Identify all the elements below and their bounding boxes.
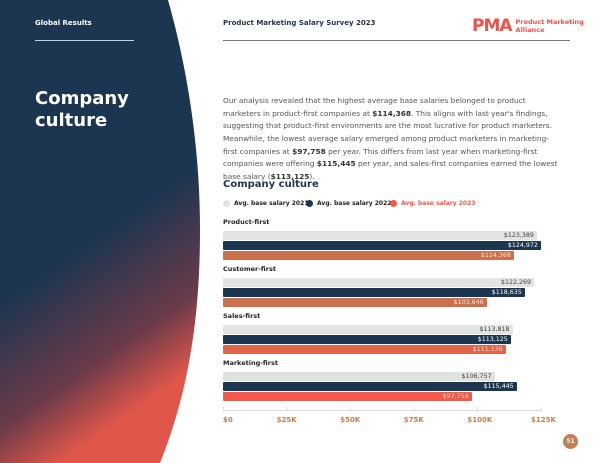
bar: $118,635 — [223, 288, 525, 297]
bar-value-label: $106,757 — [461, 373, 492, 380]
bar-value-label: $118,635 — [491, 289, 522, 296]
bar-value-label: $122,269 — [501, 279, 532, 286]
category-label: Sales-first — [223, 312, 261, 320]
bar: $114,368 — [223, 251, 514, 260]
bar: $106,757 — [223, 372, 495, 381]
tick-label: $50K — [340, 416, 361, 424]
chart-title: Company culture — [223, 179, 319, 190]
legend-item: Avg. base salary 2023 — [390, 200, 475, 207]
survey-title: Product Marketing Salary Survey 2023 — [223, 19, 376, 27]
axis-tick — [223, 407, 224, 411]
axis-tick — [413, 407, 415, 411]
legend-swatch — [223, 200, 230, 207]
bar-value-label: $123,389 — [503, 232, 534, 239]
bar-value-label: $103,646 — [453, 299, 484, 306]
bar-value-label: $114,368 — [480, 252, 511, 259]
bar-value-label: $115,445 — [483, 383, 514, 390]
page-heading: Company culture — [35, 88, 129, 131]
legend-item: Avg. base salary 2022 — [306, 200, 391, 207]
bar: $97,758 — [223, 392, 472, 401]
bar: $111,136 — [223, 345, 506, 354]
bar-value-label: $124,972 — [507, 242, 538, 249]
logo-text: Product Marketing — [515, 18, 584, 26]
section-title: Global Results — [35, 19, 92, 27]
axis-tick — [286, 407, 288, 411]
pma-logo: PMA Product Marketing Alliance — [472, 16, 584, 36]
category-label: Marketing-first — [223, 359, 278, 367]
tick-label: $75K — [403, 416, 424, 424]
tick-label: $100K — [467, 416, 493, 424]
paragraph: Meanwhile, the lowest average salary eme… — [223, 134, 558, 181]
legend-swatch — [306, 200, 313, 207]
divider — [35, 40, 134, 41]
category-label: Product-first — [223, 218, 270, 226]
bar-value-label: $113,818 — [479, 326, 510, 333]
legend-swatch — [390, 200, 397, 207]
bar: $124,972 — [223, 241, 541, 250]
bar: $103,646 — [223, 298, 487, 307]
tick-label: $0 — [223, 416, 233, 424]
x-axis — [223, 410, 541, 411]
axis-tick — [350, 407, 352, 411]
page-number: 51 — [563, 434, 578, 449]
axis-tick — [477, 407, 479, 411]
category-label: Customer-first — [223, 265, 276, 273]
bar: $123,389 — [223, 231, 537, 240]
tick-label: $25K — [276, 416, 297, 424]
bar-value-label: $111,136 — [472, 346, 503, 353]
logo-text: Alliance — [515, 26, 545, 34]
bar-value-label: $97,758 — [442, 393, 469, 400]
tick-label: $125K — [531, 416, 556, 424]
paragraph: Our analysis revealed that the highest a… — [223, 96, 552, 130]
axis-tick — [541, 407, 542, 411]
legend-item: Avg. base salary 2021 — [223, 200, 308, 207]
bar: $115,445 — [223, 382, 517, 391]
bar-value-label: $113,125 — [477, 336, 508, 343]
divider — [223, 40, 570, 41]
bar: $113,818 — [223, 325, 513, 334]
logo-mark: PMA — [472, 16, 513, 36]
bar: $122,269 — [223, 278, 535, 287]
bar: $113,125 — [223, 335, 511, 344]
